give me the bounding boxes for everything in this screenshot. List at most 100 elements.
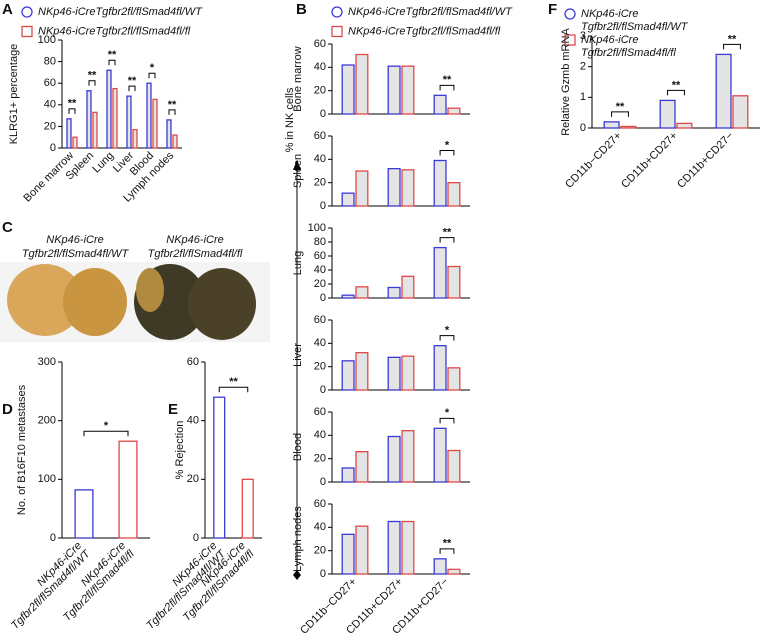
legend-label: NKp46-iCreTgfbr2fl/flSmad4fl/WT: [348, 6, 513, 18]
panel-letter: E: [168, 401, 178, 418]
bar: [433, 558, 447, 575]
significance-label: *: [445, 325, 450, 337]
x-tick-label: CD11b+CD27−: [675, 130, 736, 191]
y-tick-label: 1: [580, 91, 586, 103]
bar: [433, 345, 447, 391]
facet-title: Lung: [292, 251, 304, 275]
significance-bracket: [439, 84, 455, 91]
legend-marker: [21, 25, 33, 38]
significance-label: **: [443, 74, 452, 86]
significance-bracket: [439, 237, 455, 243]
y-tick-label: 0: [50, 532, 56, 544]
facet-title: Bone marrow: [292, 46, 304, 111]
y-tick-label: 40: [314, 521, 326, 533]
bar: [106, 69, 112, 149]
bar: [620, 125, 637, 129]
significance-label: **: [672, 79, 681, 91]
y-tick-label: 60: [314, 38, 326, 50]
significance-label: **: [443, 538, 452, 550]
significance-bracket: [439, 417, 455, 424]
y-tick-label: 300: [38, 356, 56, 368]
y-tick-label: 20: [187, 473, 199, 485]
significance-label: **: [108, 49, 117, 61]
y-axis-label: KLRG1+ percentage: [8, 44, 20, 145]
legend-label: NKp46-iCreTgfbr2fl/flSmad4fl/WT: [38, 6, 203, 18]
y-axis-label: % in NK cells: [284, 87, 296, 152]
x-tick-label: CD11b+CD27+: [619, 130, 680, 191]
bar: [401, 275, 415, 299]
y-tick-label: 0: [580, 122, 586, 134]
significance-bracket: [218, 386, 249, 393]
bar: [732, 95, 749, 129]
significance-bracket: [439, 335, 455, 341]
y-axis-label: Relative Gzmb mRNA: [560, 28, 572, 136]
y-tick-label: 40: [314, 153, 326, 165]
bar: [401, 520, 415, 575]
bar: [66, 118, 72, 149]
bar: [86, 90, 92, 149]
y-tick-label: 60: [314, 130, 326, 142]
bar: [433, 246, 447, 299]
bar: [166, 119, 172, 149]
y-tick-label: 80: [44, 56, 56, 68]
bar: [112, 87, 118, 149]
significance-label: **: [229, 376, 238, 388]
image-label: NKp46-iCre: [166, 234, 223, 246]
legend-label: Tgfbr2fl/flSmad4fl/fl: [581, 47, 676, 59]
significance-bracket: [439, 150, 455, 156]
panel-letter: C: [2, 219, 13, 236]
significance-label: **: [88, 70, 97, 82]
y-tick-label: 40: [314, 337, 326, 349]
y-tick-label: 40: [314, 61, 326, 73]
bar: [118, 440, 138, 539]
bar: [341, 294, 355, 299]
legend-label: NKp46-iCreTgfbr2fl/flSmad4fl/fl: [348, 25, 501, 37]
significance-bracket: [148, 72, 156, 79]
facet-title: Liver: [292, 343, 304, 367]
bar: [659, 99, 676, 129]
bar: [152, 98, 158, 149]
bar: [447, 449, 461, 483]
bar: [676, 122, 693, 129]
legend-label: NKp46-iCre: [581, 34, 638, 46]
bar: [72, 136, 78, 149]
significance-bracket: [168, 109, 176, 115]
bar: [341, 192, 355, 207]
y-tick-label: 20: [314, 453, 326, 465]
y-tick-label: 0: [320, 200, 326, 212]
bar: [126, 95, 132, 149]
significance-label: **: [128, 75, 137, 87]
significance-bracket: [611, 111, 629, 117]
bar: [401, 169, 415, 207]
bar: [74, 489, 94, 539]
bar: [387, 520, 401, 575]
bar: [447, 367, 461, 391]
bar: [387, 435, 401, 483]
y-tick-label: 60: [314, 250, 326, 262]
bar: [447, 107, 461, 115]
bar: [341, 533, 355, 575]
significance-label: *: [445, 139, 450, 151]
lung-lobe: [188, 268, 256, 340]
bar: [401, 355, 415, 391]
bar: [603, 121, 620, 129]
significance-bracket: [88, 80, 96, 86]
significance-label: *: [445, 407, 450, 419]
arrow-head: [293, 160, 301, 170]
significance-bracket: [667, 89, 685, 96]
y-tick-label: 40: [314, 429, 326, 441]
bar: [172, 134, 178, 149]
bar: [715, 53, 732, 129]
facet-title: Lymph nodes: [292, 506, 304, 572]
panel-letter: B: [296, 1, 307, 18]
lung-lobe: [7, 264, 83, 336]
arrow-tail: [293, 570, 301, 580]
panel-letter: A: [2, 1, 13, 18]
significance-label: **: [443, 227, 452, 239]
y-axis-label: % Rejection: [174, 421, 186, 480]
bar: [447, 265, 461, 299]
significance-label: *: [150, 62, 155, 74]
image-label: Tgfbr2fl/flSmad4fl/fl: [148, 248, 243, 260]
bar: [433, 94, 447, 115]
